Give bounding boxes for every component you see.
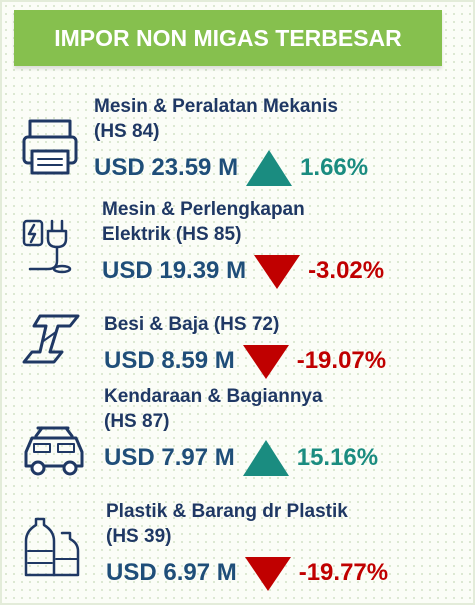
item-name: Plastik & Barang dr Plastik (HS 39): [106, 499, 348, 549]
value: USD 6.97 M: [106, 559, 237, 586]
item-icon: [24, 426, 84, 476]
change: -19.07%: [296, 347, 387, 374]
value: USD 7.97 M: [104, 444, 235, 471]
item-name: Mesin & Peralatan Mekanis (HS 84): [94, 94, 338, 144]
name-line: Kendaraan & Bagiannya: [104, 386, 323, 407]
change: -3.02%: [308, 257, 385, 284]
name-line: (HS 39): [106, 526, 172, 547]
arrow-shape: [242, 345, 289, 379]
change: -19.77%: [298, 559, 389, 586]
name-line: Elektrik (HS 85): [102, 224, 242, 245]
item-name: Mesin & Perlengkapan Elektrik (HS 85): [102, 197, 305, 247]
item-icon: [22, 314, 80, 364]
value: USD 8.59 M: [104, 347, 235, 374]
name-line: Mesin & Perlengkapan: [102, 199, 305, 220]
value-row: USD 8.59 M -19.07%: [104, 341, 386, 381]
arrow-shape: [242, 440, 289, 476]
arrow-up: [246, 150, 293, 186]
value: USD 23.59 M: [94, 154, 239, 181]
item-name: Kendaraan & Bagiannya (HS 87): [104, 384, 323, 434]
item-icon: [22, 119, 78, 175]
name-line: Mesin & Peralatan Mekanis: [94, 96, 338, 117]
arrow-up: [242, 440, 289, 476]
value-row: USD 19.39 M -3.02%: [102, 251, 384, 291]
name-line: Besi & Baja (HS 72): [104, 314, 280, 335]
value-row: USD 6.97 M -19.77%: [106, 553, 388, 593]
value-row: USD 23.59 M 1.66%: [94, 148, 368, 188]
arrow-down: [244, 557, 291, 591]
arrow-shape: [244, 557, 291, 591]
value: USD 19.39 M: [102, 257, 247, 284]
arrow-shape: [254, 255, 301, 289]
arrow-down: [242, 345, 289, 379]
item-icon: [22, 219, 72, 274]
name-line: (HS 87): [104, 411, 170, 432]
change: 15.16%: [296, 444, 379, 471]
value-row: USD 7.97 M 15.16%: [104, 438, 378, 478]
title-banner: IMPOR NON MIGAS TERBESAR: [14, 10, 442, 66]
name-line: (HS 84): [94, 121, 160, 142]
name-line: Plastik & Barang dr Plastik: [106, 501, 348, 522]
item-icon: [24, 517, 80, 577]
change: 1.66%: [300, 154, 369, 181]
item-name: Besi & Baja (HS 72): [104, 312, 279, 337]
arrow-down: [254, 255, 301, 289]
arrow-shape: [246, 150, 293, 186]
